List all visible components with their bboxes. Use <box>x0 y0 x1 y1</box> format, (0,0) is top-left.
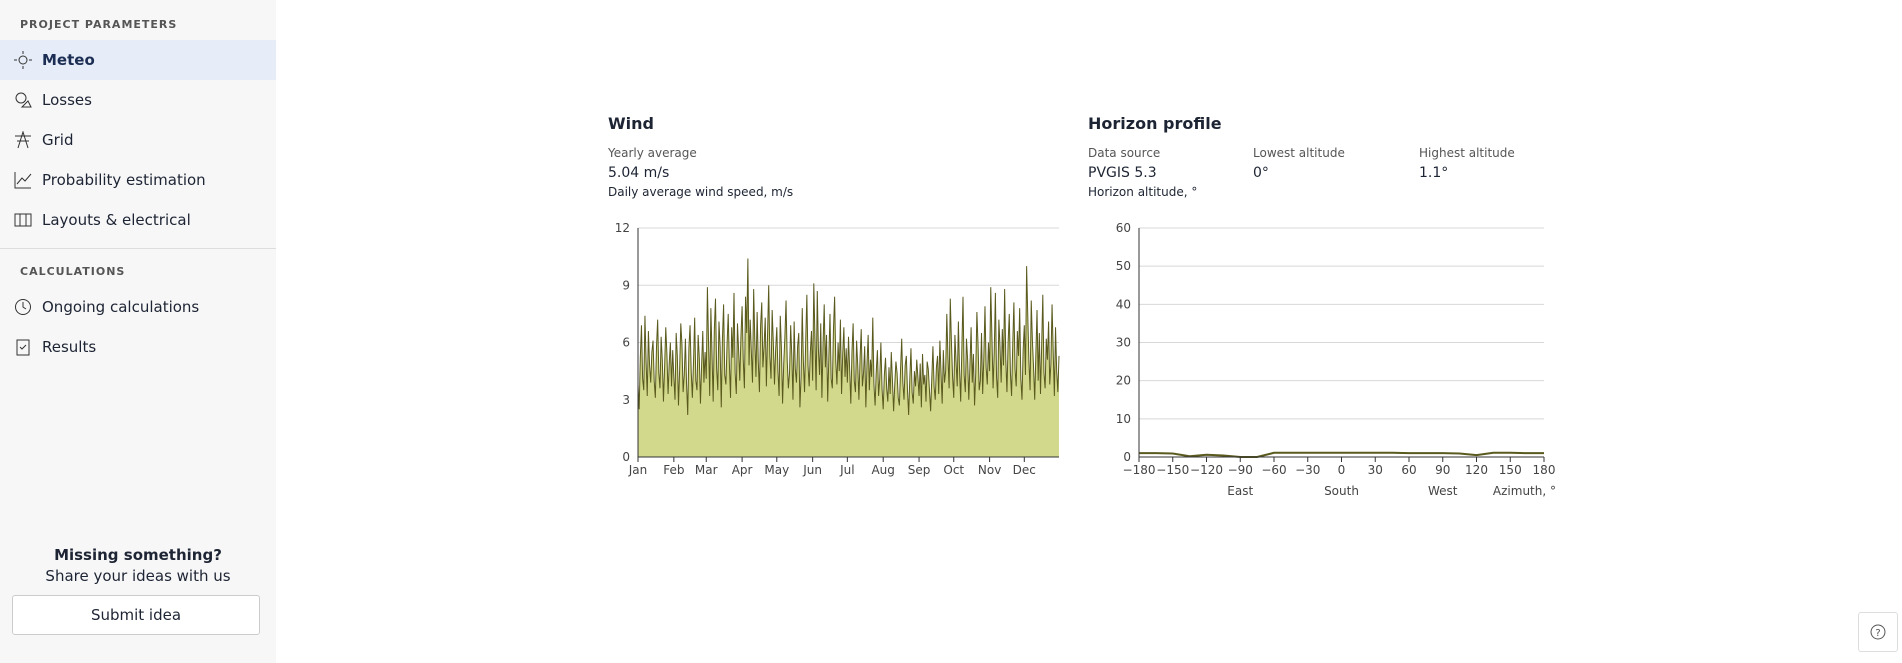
x-tick-label: −90 <box>1228 463 1253 477</box>
x-annotation: West <box>1428 484 1458 498</box>
y-tick-label: 9 <box>622 278 630 292</box>
y-tick-label: 0 <box>1123 450 1131 464</box>
panel-title: Wind <box>608 114 654 133</box>
x-tick-label: Jan <box>628 463 648 477</box>
horizon-chart: 0 10 20 30 40 50 60 −180 −150 −120 −90 −60 −30 0 30 60 9… <box>1116 221 1556 498</box>
nav-label: Grid <box>42 131 74 149</box>
stat-label: Lowest altitude <box>1253 146 1345 160</box>
x-tick-label: Nov <box>978 463 1001 477</box>
x-tick-label: 30 <box>1368 463 1383 477</box>
line <box>1139 451 1544 458</box>
x-tick-label: −30 <box>1295 463 1320 477</box>
stat-value: 5.04 m/s <box>608 165 670 181</box>
stat-value: 0° <box>1253 165 1269 181</box>
icon: ? <box>1870 624 1886 640</box>
stat-label: Data source <box>1088 146 1161 160</box>
y-tick-label: 20 <box>1116 374 1131 388</box>
nav-label: Losses <box>42 91 92 109</box>
footer-title: Missing something? <box>54 546 222 564</box>
footer-text: Share your ideas with us <box>45 567 231 585</box>
nav-item[interactable]: Results <box>0 327 276 367</box>
nav-item[interactable]: Layouts & electrical <box>0 200 276 240</box>
panel-title: Horizon profile <box>1088 114 1222 133</box>
x-tick-label: −180 <box>1123 463 1156 477</box>
x-tick-label: Jun <box>802 463 822 477</box>
x-tick-label: Apr <box>732 463 753 477</box>
y-tick-label: 3 <box>622 393 630 407</box>
y-tick-label: 10 <box>1116 412 1131 426</box>
x-tick-label: May <box>764 463 789 477</box>
y-tick-label: 60 <box>1116 221 1131 235</box>
x-annotation: South <box>1324 484 1359 498</box>
icon <box>15 131 31 149</box>
stat-value: PVGIS 5.3 <box>1088 165 1157 181</box>
axis-label: Horizon altitude, ° <box>1088 185 1198 199</box>
nav-item[interactable]: Losses <box>0 80 276 120</box>
y-tick-label: 6 <box>622 336 630 350</box>
x-tick-label: Aug <box>871 463 894 477</box>
x-tick-label: 150 <box>1499 463 1522 477</box>
submit-button[interactable]: Submit idea <box>12 595 260 635</box>
svg-text:?: ? <box>1875 628 1880 639</box>
x-tick-label: −60 <box>1261 463 1286 477</box>
line <box>637 258 1060 416</box>
x-tick-label: Feb <box>663 463 684 477</box>
x-tick-label: −150 <box>1156 463 1189 477</box>
nav-label: Ongoing calculations <box>42 298 200 316</box>
nav-label: Layouts & electrical <box>42 211 191 229</box>
icon <box>15 92 32 108</box>
nav-label: Results <box>42 338 97 356</box>
icon <box>14 213 32 227</box>
nav-item[interactable]: Probability estimation <box>0 160 276 200</box>
x-tick-label: Oct <box>943 463 964 477</box>
divider <box>0 248 276 249</box>
x-tick-label: Mar <box>695 463 718 477</box>
nav-item[interactable]: Ongoing calculations <box>0 287 276 327</box>
nav-item[interactable]: Grid <box>0 120 276 160</box>
wind-chart: 0 3 6 9 12 Jan Feb Mar Apr May Jun Jul Aug Sep Oct Nov D… <box>615 221 1060 477</box>
y-tick-label: 40 <box>1116 297 1131 311</box>
section-title: PROJECT PARAMETERS <box>20 18 178 31</box>
help-button[interactable]: ? <box>1858 612 1898 652</box>
x-tick-label: Sep <box>908 463 931 477</box>
x-tick-label: 60 <box>1401 463 1416 477</box>
nav-label: Probability estimation <box>42 171 206 189</box>
x-tick-label: −120 <box>1190 463 1223 477</box>
stat-value: 1.1° <box>1419 165 1449 181</box>
icon <box>15 299 31 315</box>
nav-item[interactable]: Meteo <box>0 40 276 80</box>
y-tick-label: 12 <box>615 221 630 235</box>
sidebar: PROJECT PARAMETERS Meteo Losses Grid Pro… <box>0 0 276 663</box>
x-annotation: East <box>1227 484 1253 498</box>
icon <box>14 172 32 189</box>
stat-label: Highest altitude <box>1419 146 1515 160</box>
axis-label: Daily average wind speed, m/s <box>608 185 794 199</box>
section-title: CALCULATIONS <box>20 265 126 278</box>
icon <box>16 339 30 356</box>
x-axis-label: Azimuth, ° <box>1493 484 1556 498</box>
area <box>638 258 1059 457</box>
y-tick-label: 0 <box>622 450 630 464</box>
icon <box>14 51 32 69</box>
x-tick-label: 120 <box>1465 463 1488 477</box>
button-label: Submit idea <box>90 606 182 624</box>
x-tick-label: 0 <box>1338 463 1346 477</box>
x-tick-label: 180 <box>1533 463 1556 477</box>
stat-label: Yearly average <box>608 146 697 160</box>
nav-label: Meteo <box>42 51 95 69</box>
x-tick-label: Jul <box>839 463 854 477</box>
y-tick-label: 30 <box>1116 336 1131 350</box>
x-tick-label: 90 <box>1435 463 1450 477</box>
x-tick-label: Dec <box>1013 463 1036 477</box>
y-tick-label: 50 <box>1116 259 1131 273</box>
